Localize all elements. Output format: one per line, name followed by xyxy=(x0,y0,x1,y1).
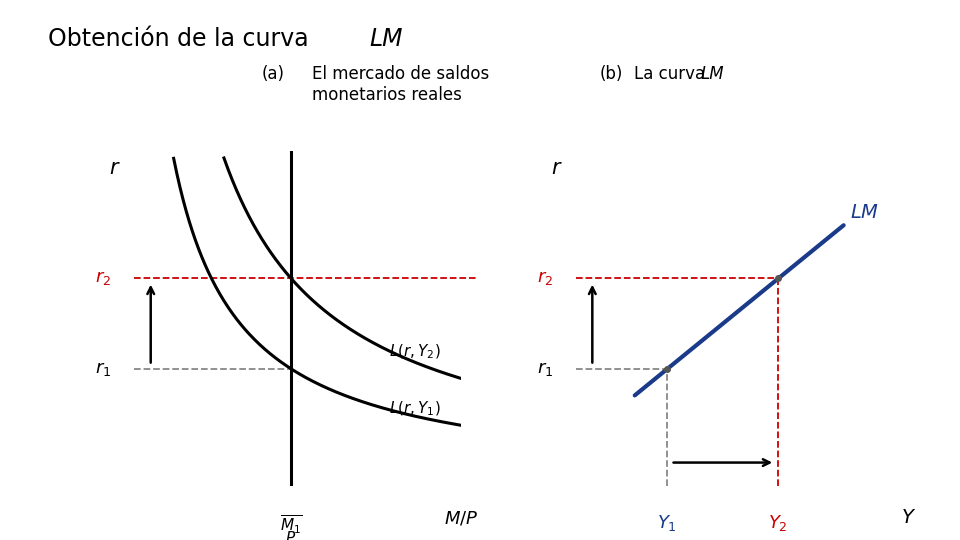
Text: $r_1$: $r_1$ xyxy=(95,360,111,378)
Text: (a): (a) xyxy=(262,65,285,83)
Text: $Y_1$: $Y_1$ xyxy=(658,513,678,533)
Text: Obtención de la curva: Obtención de la curva xyxy=(48,27,316,51)
Text: $r_2$: $r_2$ xyxy=(537,269,553,287)
Text: LM: LM xyxy=(701,65,725,83)
Text: $r_2$: $r_2$ xyxy=(95,269,111,287)
Text: $L(r, Y_2)$: $L(r, Y_2)$ xyxy=(389,343,441,361)
Text: $L(r, Y_1)$: $L(r, Y_1)$ xyxy=(389,400,441,418)
Text: $P$: $P$ xyxy=(285,530,297,540)
Text: $Y_2$: $Y_2$ xyxy=(769,513,788,533)
Text: $\overline{M_1}$: $\overline{M_1}$ xyxy=(280,513,302,536)
Text: $M/P$: $M/P$ xyxy=(444,509,478,528)
Text: (b): (b) xyxy=(600,65,623,83)
Text: El mercado de saldos
monetarios reales: El mercado de saldos monetarios reales xyxy=(312,65,490,104)
Text: $r_1$: $r_1$ xyxy=(537,360,553,378)
Text: $r$: $r$ xyxy=(551,158,563,178)
Text: $Y$: $Y$ xyxy=(901,509,917,528)
Text: $r$: $r$ xyxy=(109,158,121,178)
Text: LM: LM xyxy=(370,27,403,51)
Text: La curva: La curva xyxy=(634,65,710,83)
Text: $LM$: $LM$ xyxy=(851,204,879,222)
